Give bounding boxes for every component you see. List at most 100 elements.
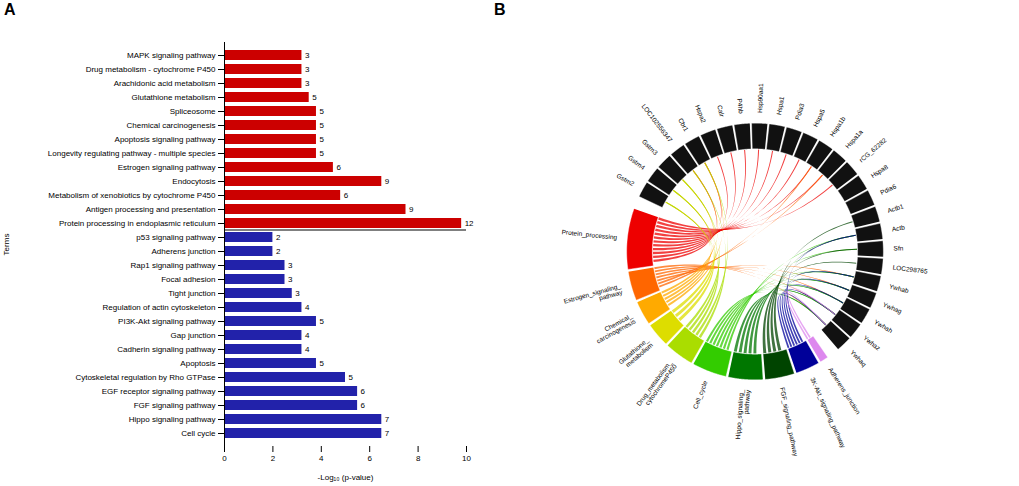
svg-text:Terms: Terms (2, 234, 11, 256)
svg-text:Chemical_carcinogenesis: Chemical_carcinogenesis (592, 311, 638, 345)
svg-text:3: 3 (305, 51, 310, 60)
svg-text:3: 3 (305, 65, 310, 74)
svg-text:5: 5 (319, 317, 324, 326)
svg-text:Adherens_junction: Adherens_junction (826, 366, 862, 416)
svg-text:4: 4 (305, 345, 310, 354)
svg-text:9: 9 (385, 177, 390, 186)
svg-text:Drug_metabolism_cytochromeP450: Drug_metabolism_cytochromeP450 (635, 359, 679, 412)
svg-text:Endocytosis: Endocytosis (172, 177, 215, 186)
svg-text:FGF signaling pathway: FGF signaling pathway (134, 401, 216, 410)
svg-text:Ywhab: Ywhab (888, 282, 909, 294)
svg-text:Regulation of actin cytoskelet: Regulation of actin cytoskeleton (103, 303, 216, 312)
svg-text:3K-Akt_signaling_pathway: 3K-Akt_signaling_pathway (809, 376, 848, 449)
svg-text:6: 6 (336, 163, 341, 172)
svg-text:6: 6 (361, 401, 366, 410)
svg-text:6: 6 (344, 191, 349, 200)
svg-text:5: 5 (319, 107, 324, 116)
svg-text:Hippo signaling pathway: Hippo signaling pathway (129, 415, 216, 424)
svg-text:5: 5 (319, 121, 324, 130)
svg-text:Gstm4: Gstm4 (627, 154, 647, 171)
svg-text:Ywhah: Ywhah (873, 318, 894, 334)
svg-text:Cadherin signaling pathway: Cadherin signaling pathway (117, 345, 215, 354)
svg-text:Cbr1: Cbr1 (677, 117, 690, 133)
svg-text:5: 5 (319, 359, 324, 368)
svg-text:8: 8 (416, 454, 421, 463)
svg-text:Protein processing in endoplas: Protein processing in endoplasmic reticu… (59, 219, 216, 228)
svg-text:Pdia6: Pdia6 (879, 182, 897, 196)
svg-text:Ywhag: Ywhag (882, 301, 904, 316)
svg-text:Cell_cycle: Cell_cycle (691, 379, 709, 410)
svg-text:rCG_62282: rCG_62282 (858, 136, 889, 164)
svg-text:Cytoskeletal regulation by Rho: Cytoskeletal regulation by Rho GTPase (75, 373, 216, 382)
svg-text:Hsp90aa1: Hsp90aa1 (756, 83, 765, 113)
svg-text:Hspa5: Hspa5 (812, 108, 828, 129)
svg-text:Actb: Actb (891, 224, 905, 233)
svg-text:Arachidonic acid metabolism: Arachidonic acid metabolism (114, 79, 216, 88)
svg-text:2: 2 (271, 454, 276, 463)
svg-text:PI3K-Akt signaling pathway: PI3K-Akt signaling pathway (118, 317, 215, 326)
svg-text:Hspa2: Hspa2 (693, 104, 708, 125)
svg-text:Spliceosome: Spliceosome (170, 107, 216, 116)
svg-text:Apoptosis signaling pathway: Apoptosis signaling pathway (115, 135, 216, 144)
svg-text:Estrogen signaling pathway: Estrogen signaling pathway (118, 163, 216, 172)
svg-text:5: 5 (319, 149, 324, 158)
svg-text:3: 3 (295, 289, 300, 298)
svg-text:10: 10 (462, 454, 471, 463)
svg-text:Longevity regulating pathway -: Longevity regulating pathway - multiple … (48, 149, 216, 158)
svg-text:Estrogen_signaling_pathway: Estrogen_signaling_pathway (563, 282, 624, 312)
svg-text:5: 5 (312, 93, 317, 102)
svg-text:Hspa1a: Hspa1a (844, 128, 865, 150)
svg-text:Ywhaz: Ywhaz (862, 334, 882, 352)
svg-text:Pdia3: Pdia3 (794, 102, 806, 120)
svg-text:3: 3 (288, 261, 293, 270)
svg-text:Sfn: Sfn (893, 244, 903, 251)
svg-text:-Log₁₀ (p-value): -Log₁₀ (p-value) (318, 473, 374, 482)
svg-text:Hspa1b: Hspa1b (828, 115, 847, 138)
svg-text:Protein_processing: Protein_processing (561, 228, 618, 242)
svg-text:Drug metabolism - cytochrome P: Drug metabolism - cytochrome P450 (86, 65, 216, 74)
svg-text:4: 4 (319, 454, 324, 463)
svg-text:Hspa1: Hspa1 (775, 95, 786, 115)
svg-text:Gap junction: Gap junction (171, 331, 216, 340)
svg-text:Adherens junction: Adherens junction (151, 247, 215, 256)
svg-text:Hippo_signaling_pathway: Hippo_signaling_pathway (734, 388, 752, 440)
svg-text:Gstm3: Gstm3 (641, 138, 660, 157)
svg-text:6: 6 (361, 387, 366, 396)
svg-text:Focal adhesion: Focal adhesion (161, 275, 215, 284)
svg-text:LOC102556347: LOC102556347 (640, 102, 674, 144)
svg-text:7: 7 (385, 429, 390, 438)
svg-text:Gstm2: Gstm2 (615, 172, 635, 188)
svg-text:FGF_signaling_pathway: FGF_signaling_pathway (778, 387, 800, 458)
svg-text:5: 5 (349, 373, 354, 382)
svg-text:12: 12 (465, 219, 474, 228)
svg-text:EGF receptor signaling pathway: EGF receptor signaling pathway (102, 387, 216, 396)
svg-text:Glutathione_metabolism: Glutathione_metabolism (617, 336, 654, 370)
svg-text:Ywhaq: Ywhaq (848, 349, 868, 369)
svg-text:p53 signaling pathway: p53 signaling pathway (136, 233, 215, 242)
svg-text:3: 3 (288, 275, 293, 284)
svg-text:Glutathione metabolism: Glutathione metabolism (131, 93, 215, 102)
svg-text:Hspa8: Hspa8 (869, 163, 889, 180)
svg-text:Tight junction: Tight junction (168, 289, 215, 298)
svg-text:MAPK signaling pathway: MAPK signaling pathway (127, 51, 216, 60)
svg-text:7: 7 (385, 415, 390, 424)
svg-text:6: 6 (367, 454, 372, 463)
svg-text:4: 4 (305, 331, 310, 340)
svg-text:Cell cycle: Cell cycle (181, 429, 216, 438)
svg-text:0: 0 (222, 454, 227, 463)
svg-text:LOC298765: LOC298765 (892, 264, 928, 275)
svg-text:Antigen processing and present: Antigen processing and presentation (86, 205, 216, 214)
svg-text:Actb1: Actb1 (886, 202, 904, 214)
svg-text:Calr: Calr (716, 104, 726, 118)
svg-text:9: 9 (409, 205, 414, 214)
svg-text:5: 5 (319, 135, 324, 144)
svg-text:2: 2 (276, 247, 281, 256)
svg-text:Apoptosis: Apoptosis (180, 359, 215, 368)
svg-text:Chemical carcinogenesis: Chemical carcinogenesis (127, 121, 216, 130)
svg-text:Rap1 signaling pathway: Rap1 signaling pathway (131, 261, 216, 270)
svg-text:2: 2 (276, 233, 281, 242)
svg-text:3: 3 (305, 79, 310, 88)
svg-text:Metabolism of xenobiotics by c: Metabolism of xenobiotics by cytochrome … (48, 191, 216, 200)
svg-text:P4hb: P4hb (736, 98, 745, 114)
svg-text:4: 4 (305, 303, 310, 312)
